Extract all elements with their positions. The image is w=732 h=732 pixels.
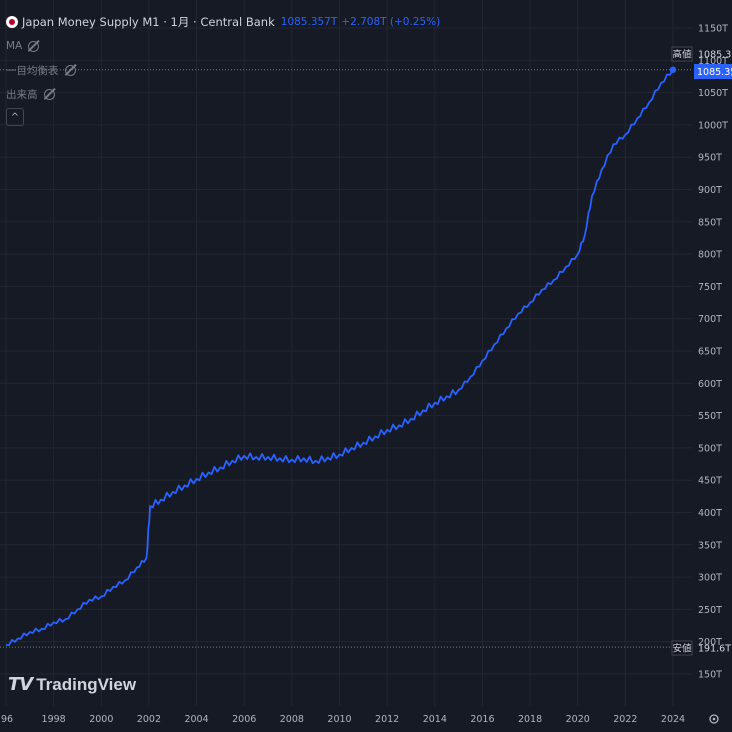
x-tick-label: 2004 [184,714,208,725]
price-change: +2.708T (+0.25%) [341,16,441,28]
x-tick-label: 2018 [518,714,542,725]
indicator-label-ichimoku: 一目均衡表 [6,64,59,77]
tradingview-logo: 𝙏𝙑 TradingView [8,674,136,695]
y-tick-label: 200T [698,637,722,648]
y-tick-label: 1000T [698,120,728,131]
x-tick-label: 2006 [232,714,256,725]
y-tick-label: 150T [698,670,722,681]
hidden-eye-icon[interactable] [64,64,76,76]
y-tick-label: 950T [698,153,722,164]
x-tick-label: 2010 [327,714,351,725]
y-tick-label: 750T [698,282,722,293]
indicator-row-volume[interactable]: 出来高 [6,82,440,106]
x-tick-label: 96 [1,714,13,725]
x-tick-label: 2024 [661,714,685,725]
x-tick-label: 2016 [470,714,494,725]
low-label-group: 安値 191.6T [671,640,731,656]
y-tick-label: 450T [698,476,722,487]
y-tick-label: 700T [698,314,722,325]
high-value: 1085.357T [698,50,732,61]
low-value: 191.6T [698,644,731,655]
y-tick-label: 350T [698,540,722,551]
y-tick-label: 300T [698,573,722,584]
high-label: 高値 [672,49,692,61]
japan-flag-icon [6,16,18,28]
current-price: 1085.357T [280,16,338,28]
x-tick-label: 2000 [89,714,113,725]
y-tick-label: 800T [698,250,722,261]
y-tick-label: 250T [698,605,722,616]
last-price-tag: 1085.357T [694,64,732,79]
x-tick-label: 1998 [42,714,66,725]
y-tick-label: 650T [698,347,722,358]
x-tick-label: 2008 [280,714,304,725]
settings-icon[interactable] [709,714,719,724]
collapse-legend-button[interactable]: ^ [6,108,24,126]
hidden-eye-icon[interactable] [28,40,40,52]
y-tick-label: 1050T [698,88,728,99]
legend-main-row[interactable]: Japan Money Supply M1 · 1月 · Central Ban… [6,10,440,34]
series-line [5,69,674,646]
tradingview-logo-icon: 𝙏𝙑 [8,674,33,694]
last-value: 1085.357T [697,67,732,78]
high-label-group: 高値 1085.357T [671,46,732,62]
y-tick-label: 900T [698,185,722,196]
last-point-marker [669,66,677,73]
y-tick-label: 1150T [698,24,728,35]
x-tick-label: 2012 [375,714,399,725]
price-axis[interactable]: 1150T 1100T 1050T 1000T 950T 900T 850T 800T 750T… [698,24,728,681]
y-tick-label: 1100T [698,56,728,67]
y-tick-label: 600T [698,379,722,390]
y-tick-label: 550T [698,411,722,422]
indicator-label-volume: 出来高 [6,88,38,101]
chart-legend: Japan Money Supply M1 · 1月 · Central Ban… [6,10,440,126]
indicator-row-ichimoku[interactable]: 一目均衡表 [6,58,440,82]
time-axis[interactable]: 96 1998 2000 2002 2004 2006 2008 2010 2012 2014 20… [1,714,685,725]
hidden-eye-icon[interactable] [43,88,55,100]
indicator-label-ma: MA [6,40,23,52]
logo-text: TradingView [36,674,137,694]
indicator-row-ma[interactable]: MA [6,34,440,58]
y-tick-label: 500T [698,443,722,454]
y-tick-label: 850T [698,217,722,228]
x-tick-label: 2002 [137,714,161,725]
x-tick-label: 2014 [423,714,447,725]
y-tick-label: 400T [698,508,722,519]
x-tick-label: 2022 [613,714,637,725]
symbol-title[interactable]: Japan Money Supply M1 · 1月 · Central Ban… [22,15,275,29]
x-tick-label: 2020 [566,714,590,725]
low-label: 安値 [672,643,692,655]
